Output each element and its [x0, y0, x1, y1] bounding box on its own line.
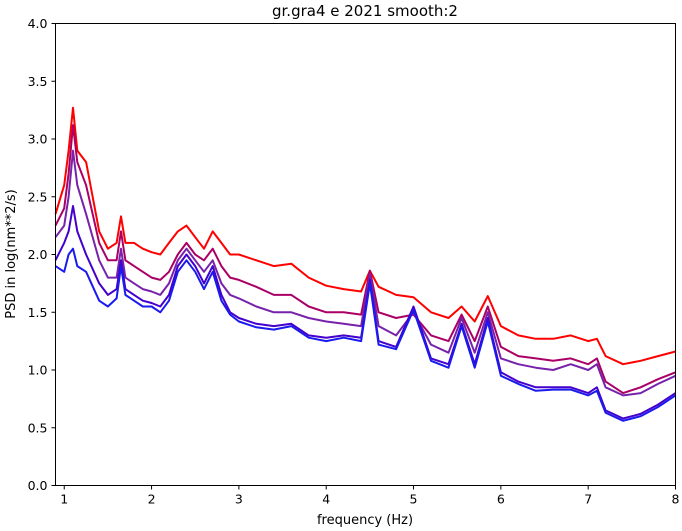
y-tick-label: 3.0 — [28, 132, 48, 147]
psd-series-line-5 — [54, 247, 677, 422]
psd-series-line-4 — [54, 205, 677, 420]
x-axis: 1 2 3 4 5 6 7 8 — [60, 485, 680, 507]
x-tick-label: 3 — [235, 492, 243, 507]
y-tick-label: 3.5 — [28, 74, 48, 89]
psd-series-line-1 — [54, 106, 676, 366]
x-tick-label: 8 — [672, 492, 680, 507]
x-tick-label: 7 — [584, 492, 592, 507]
y-tick-label: 2.0 — [28, 247, 48, 262]
y-axis-title: PSD in log(nm**2/s) — [4, 189, 19, 319]
y-tick-label: 4.0 — [28, 16, 48, 31]
y-tick-label: 1.0 — [28, 363, 48, 378]
x-tick-label: 1 — [60, 492, 68, 507]
chart-title: gr.gra4 e 2021 smooth:2 — [272, 2, 458, 20]
y-tick-label: 0.0 — [28, 478, 48, 493]
x-axis-title: frequency (Hz) — [317, 513, 413, 528]
x-tick-label: 6 — [497, 492, 505, 507]
x-tick-label: 5 — [410, 492, 418, 507]
y-tick-label: 1.5 — [28, 305, 48, 320]
y-tick-label: 0.5 — [28, 420, 48, 435]
y-axis: 0.0 0.5 1.0 1.5 2.0 2.5 3.0 3.5 4.0 — [28, 16, 56, 493]
plot-area — [54, 106, 677, 422]
x-tick-label: 4 — [322, 492, 330, 507]
y-tick-label: 2.5 — [28, 189, 48, 204]
psd-series-line-3 — [54, 149, 676, 397]
plot-frame — [55, 23, 676, 486]
psd-series-line-2 — [54, 124, 676, 395]
x-tick-label: 2 — [148, 492, 156, 507]
